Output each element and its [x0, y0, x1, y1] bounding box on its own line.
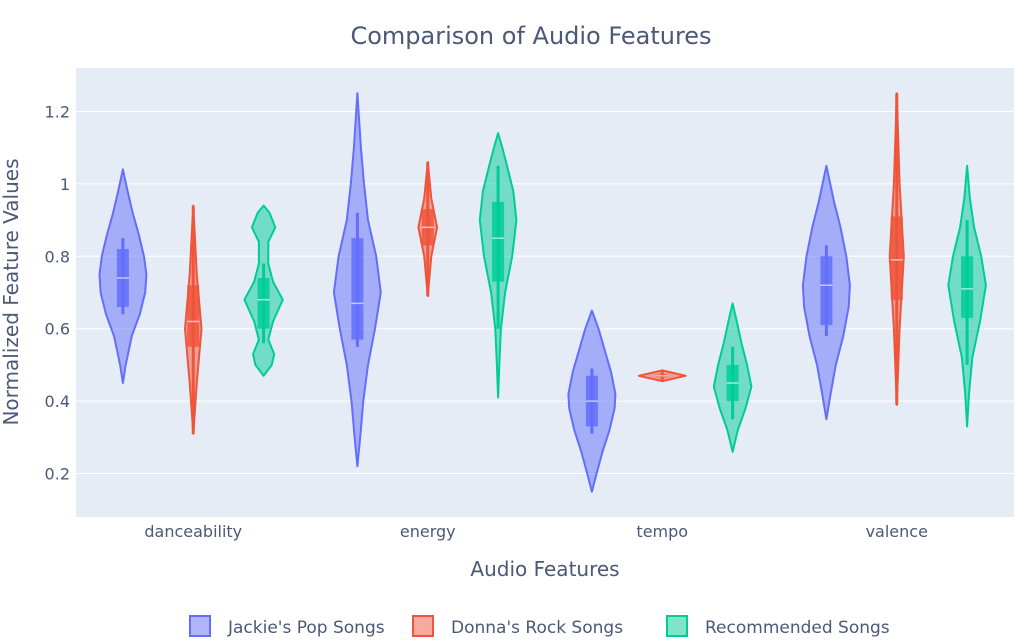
y-axis-title: Normalized Feature Values: [0, 158, 23, 425]
violin-box: [492, 201, 505, 282]
legend-swatch: [189, 615, 211, 637]
legend-item[interactable]: Recommended Songs: [666, 615, 890, 638]
violin-box: [890, 216, 903, 300]
plot-area: [76, 68, 1014, 517]
legend-item[interactable]: Jackie's Pop Songs: [189, 615, 385, 638]
chart-title: Comparison of Audio Features: [350, 22, 711, 50]
series-2: [243, 132, 987, 453]
x-tick-label: tempo: [636, 522, 688, 541]
x-axis-title: Audio Features: [470, 557, 619, 581]
y-tick-label: 0.8: [45, 247, 70, 266]
legend-label: Recommended Songs: [705, 618, 890, 638]
violin-box: [820, 256, 833, 326]
x-axis-ticks: danceability energy tempo valence: [144, 522, 928, 541]
legend-swatch: [666, 615, 688, 637]
gridlines: [76, 110, 1014, 475]
y-tick-label: 1.2: [45, 102, 70, 121]
legend-label: Donna's Rock Songs: [451, 618, 623, 638]
x-tick-label: valence: [866, 522, 928, 541]
x-tick-label: energy: [400, 522, 456, 541]
legend-swatch: [412, 615, 434, 637]
violin-box: [351, 238, 364, 340]
violin-box: [187, 285, 200, 347]
legend-item[interactable]: Donna's Rock Songs: [412, 615, 623, 638]
series-0: [98, 92, 851, 493]
legend-label: Jackie's Pop Songs: [227, 618, 385, 638]
legend: Jackie's Pop Songs Donna's Rock Songs Reco…: [189, 615, 890, 638]
y-tick-label: 0.2: [45, 465, 70, 484]
violin-box: [257, 278, 270, 329]
violins: [98, 92, 987, 493]
y-tick-label: 0.6: [45, 320, 70, 339]
violin-box: [961, 256, 974, 318]
y-axis-ticks: 0.2 0.4 0.6 0.8 1 1.2: [45, 102, 70, 483]
series-1: [184, 92, 905, 435]
y-tick-label: 0.4: [45, 392, 70, 411]
y-tick-label: 1: [60, 175, 70, 194]
x-tick-label: danceability: [144, 522, 242, 541]
